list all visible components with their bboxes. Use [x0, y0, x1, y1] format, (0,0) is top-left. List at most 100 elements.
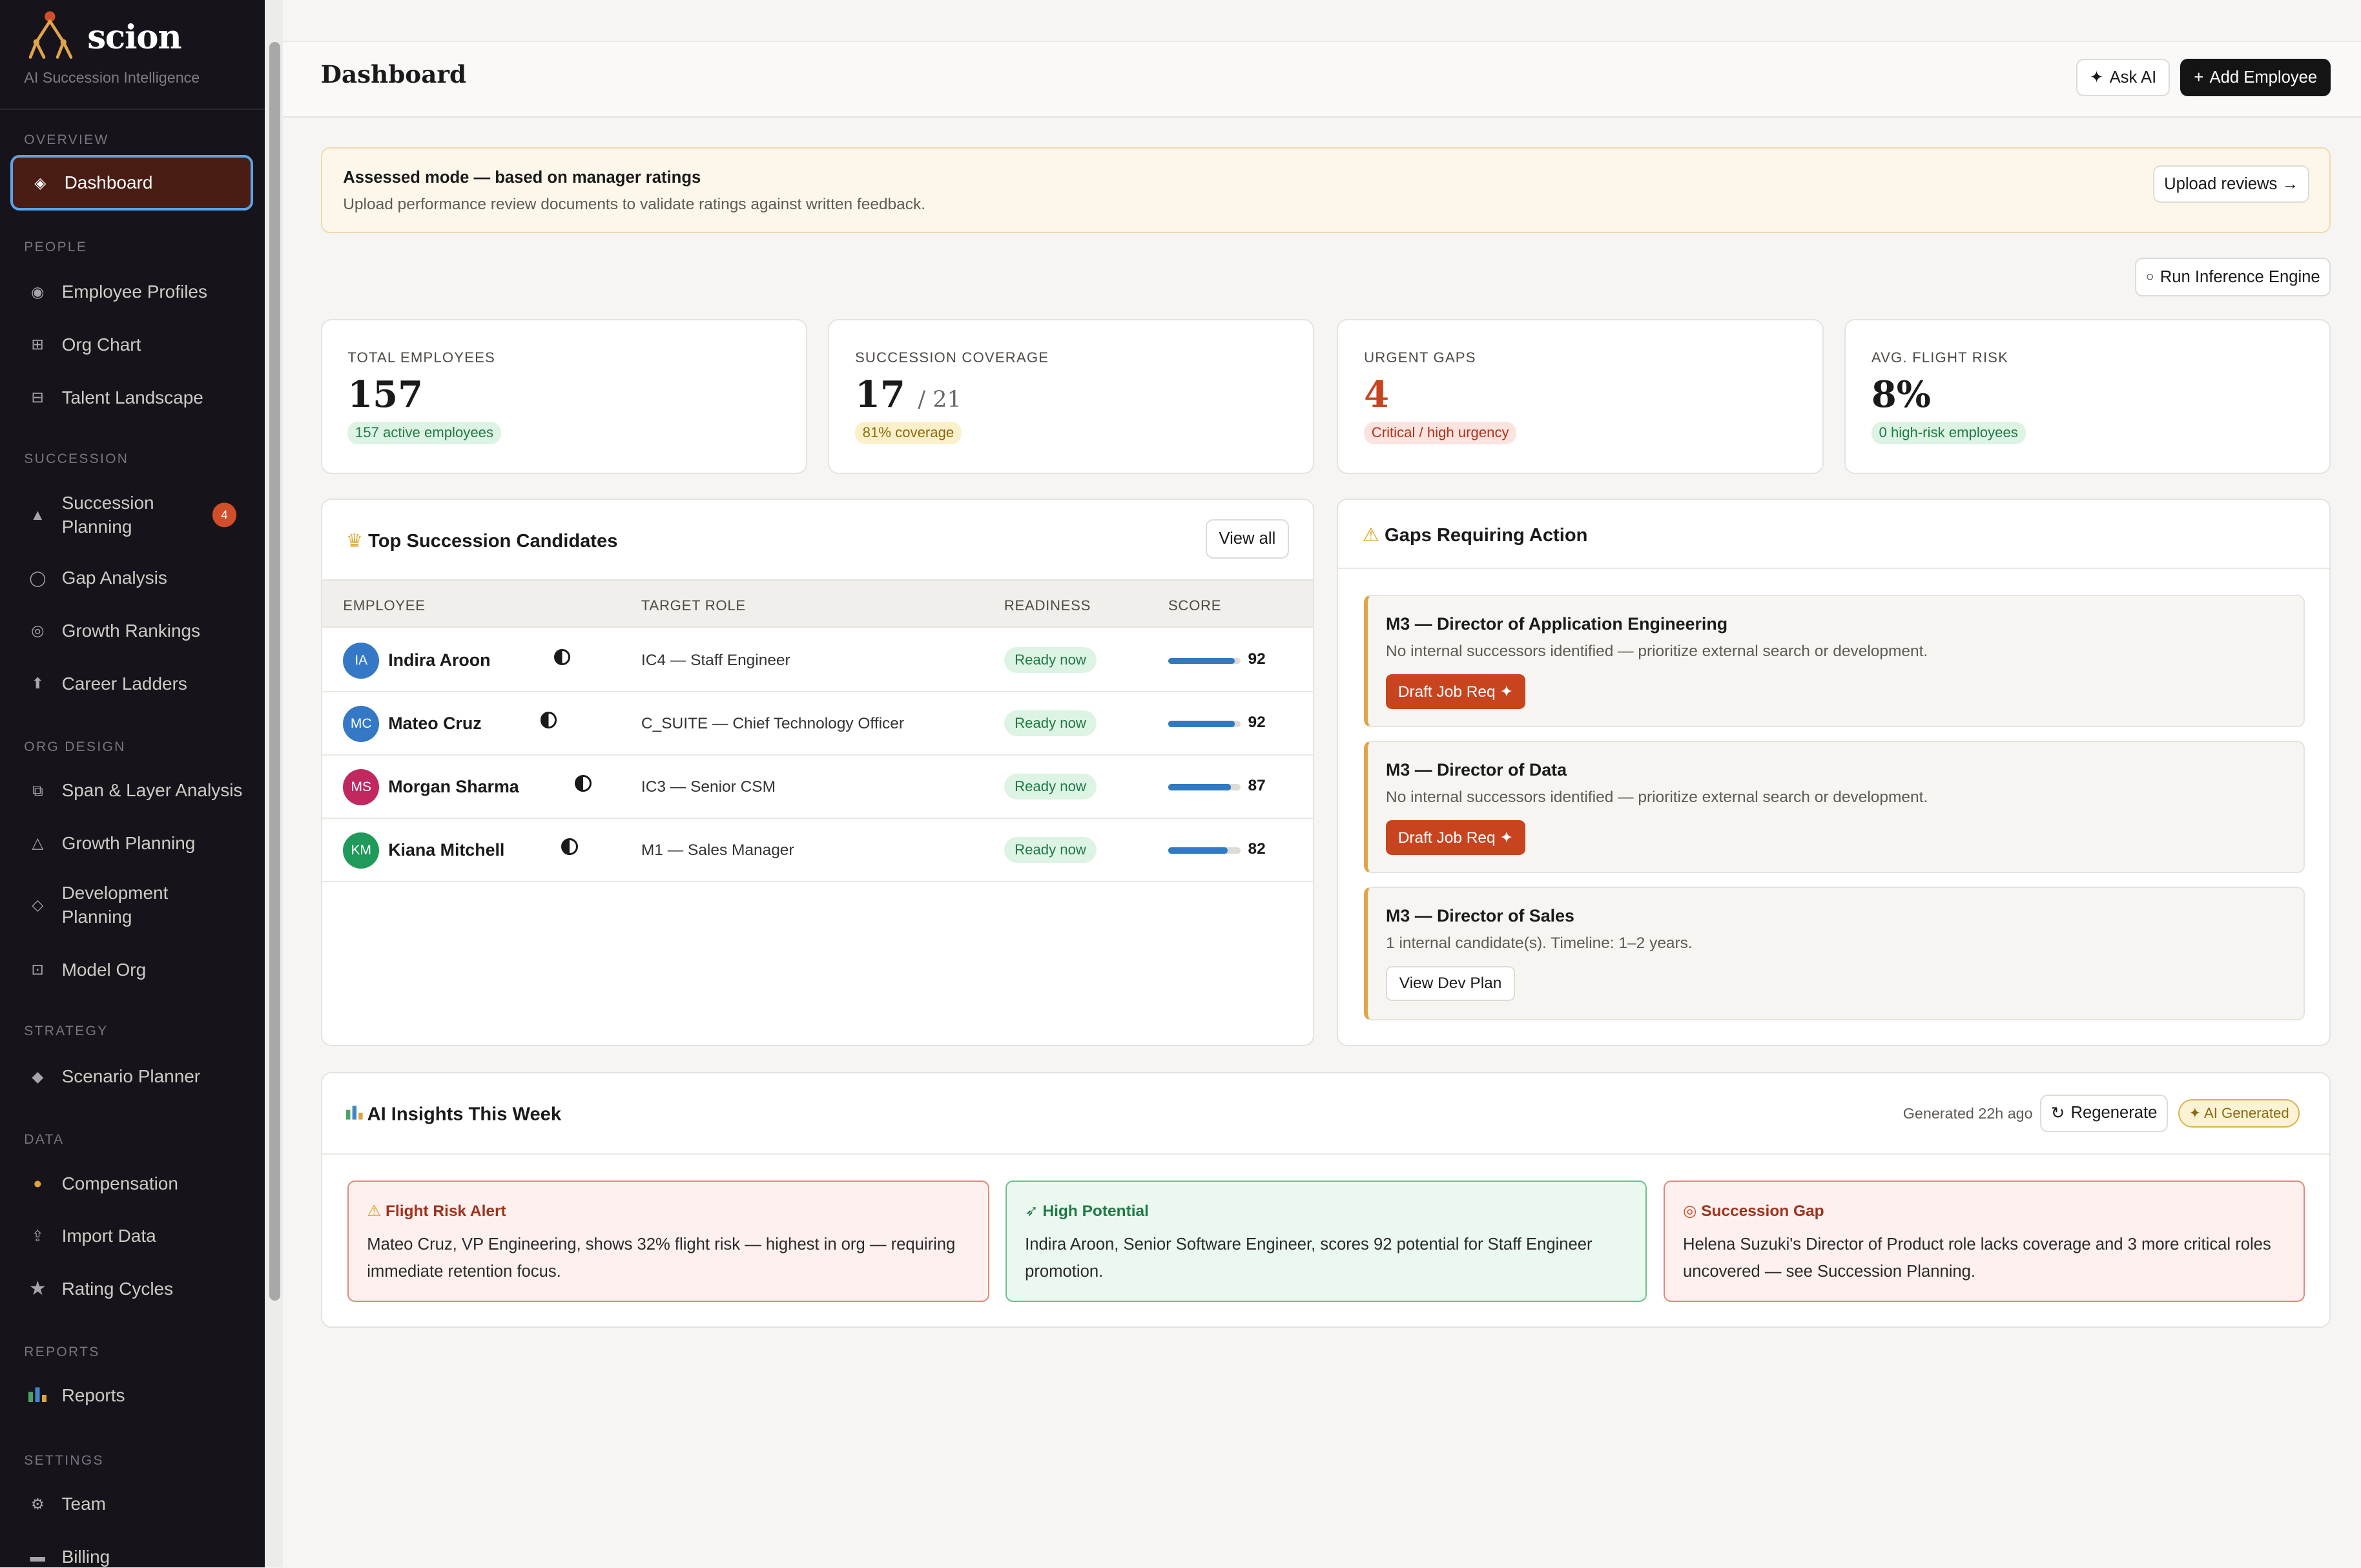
stat-card-urgent-gaps: URGENT GAPS 4 Critical / high urgency: [1337, 319, 1824, 475]
table-row[interactable]: KM Kiana Mitchell M1 — Sales Manager Ready …: [322, 819, 1314, 882]
sidebar-item-career-ladders[interactable]: ⬆ Career Ladders: [10, 670, 253, 697]
gap-description: 1 internal candidate(s). Timeline: 1–2 y…: [1386, 934, 1693, 953]
sidebar-item-talent-landscape[interactable]: ⊟ Talent Landscape: [10, 384, 253, 411]
box-grid-icon: ⊟: [31, 389, 45, 406]
card-title: AI Insights This Week: [345, 1104, 561, 1126]
stat-label: SUCCESSION COVERAGE: [855, 349, 1049, 366]
sidebar-item-growth-planning[interactable]: △ Growth Planning: [10, 830, 253, 857]
readiness-badge: Ready now: [1004, 647, 1097, 674]
employee-name[interactable]: Indira Aroon: [388, 650, 491, 670]
sidebar-item-label: Model Org: [61, 959, 147, 980]
view-dev-plan-button[interactable]: View Dev Plan: [1386, 966, 1516, 1001]
gap-description: No internal successors identified — prio…: [1386, 642, 1928, 660]
employee-name[interactable]: Mateo Cruz: [388, 713, 482, 733]
plus-icon: +: [2194, 68, 2204, 87]
avatar: MS: [343, 769, 380, 806]
sidebar-item-development-planning[interactable]: ◇ Development Planning: [10, 880, 253, 931]
half-circle-icon: [575, 775, 592, 792]
sidebar-item-team[interactable]: ⚙ Team: [10, 1491, 253, 1518]
draft-job-req-button[interactable]: Draft Job Req ✦: [1386, 820, 1525, 855]
sidebar-scrollbar-thumb[interactable]: [269, 42, 280, 1301]
section-overview: OVERVIEW: [24, 132, 109, 148]
stat-value: 8%: [1871, 373, 1931, 416]
score-bar-fill: [1168, 784, 1232, 790]
rocket-icon: ➶: [1025, 1202, 1038, 1220]
upload-icon: ⇪: [31, 1227, 45, 1244]
brand-name: scion: [87, 17, 181, 57]
sidebar-item-model-org[interactable]: ⊡ Model Org: [10, 956, 253, 984]
gap-title: M3 — Director of Data: [1386, 759, 1567, 779]
run-inference-engine-button[interactable]: ○ Run Inference Engine: [2135, 257, 2331, 297]
insight-title-text: High Potential: [1042, 1202, 1149, 1220]
sidebar-item-label: Billing: [61, 1546, 110, 1567]
table-row[interactable]: MC Mateo Cruz C_SUITE — Chief Technology O…: [322, 692, 1314, 756]
money-bag-icon: ●: [33, 1175, 43, 1192]
employee-name[interactable]: Morgan Sharma: [388, 776, 519, 796]
sidebar-item-label: Reports: [61, 1385, 125, 1406]
score-bar: [1168, 847, 1241, 854]
insight-card-flight-risk: ⚠ Flight Risk Alert Mateo Cruz, VP Engin…: [347, 1180, 989, 1303]
card-icon: ▬: [30, 1548, 45, 1565]
up-arrow-icon: ⬆: [31, 675, 45, 692]
card-title-text: Gaps Requiring Action: [1384, 525, 1588, 546]
run-inference-label: Run Inference Engine: [2160, 267, 2320, 286]
page-title: Dashboard: [320, 60, 467, 89]
employee-name[interactable]: Kiana Mitchell: [388, 840, 505, 860]
score-value: 92: [1248, 713, 1266, 731]
divider: [322, 1153, 2329, 1155]
sidebar-item-org-chart[interactable]: ⊞ Org Chart: [10, 331, 253, 358]
sidebar-item-label: Scenario Planner: [61, 1066, 201, 1087]
bar-chart-icon: [345, 1104, 363, 1124]
sidebar-item-billing[interactable]: ▬ Billing: [10, 1543, 253, 1567]
avatar: MC: [343, 706, 380, 743]
logo-icon: [28, 11, 72, 59]
sidebar-item-succession-planning[interactable]: ▲ Succession Planning 4: [10, 490, 253, 541]
add-employee-label: Add Employee: [2209, 68, 2318, 87]
table-row[interactable]: MS Morgan Sharma IC3 — Senior CSM Ready now…: [322, 756, 1314, 820]
sparkle-icon: ✦: [2089, 68, 2104, 87]
regenerate-button[interactable]: ↻ Regenerate: [2039, 1094, 2169, 1133]
card-title: ♛ Top Succession Candidates: [346, 530, 617, 552]
draft-job-req-button[interactable]: Draft Job Req ✦: [1386, 674, 1525, 709]
insight-card-succession-gap: ◎ Succession Gap Helena Suzuki's Directo…: [1664, 1180, 2305, 1303]
sidebar-item-compensation[interactable]: ● Compensation: [10, 1170, 253, 1197]
ask-ai-button[interactable]: ✦ Ask AI: [2076, 58, 2170, 97]
sidebar-item-rating-cycles[interactable]: ★ Rating Cycles: [10, 1275, 253, 1303]
brand: scion AI Succession Intelligence: [0, 0, 265, 110]
score-bar-fill: [1168, 847, 1228, 854]
card-title: ⚠ Gaps Requiring Action: [1363, 524, 1588, 546]
coverage-value: 17: [855, 373, 905, 416]
half-circle-icon: [553, 648, 571, 666]
add-employee-button[interactable]: + Add Employee: [2180, 58, 2331, 97]
sidebar-item-import-data[interactable]: ⇪ Import Data: [10, 1222, 253, 1250]
gap-item: M3 — Director of Application Engineering…: [1364, 594, 2305, 727]
sidebar-item-gap-analysis[interactable]: ◯ Gap Analysis: [10, 564, 253, 592]
card-title-text: Top Succession Candidates: [368, 531, 618, 552]
sidebar-item-span-layer-analysis[interactable]: ⧉ Span & Layer Analysis: [10, 777, 253, 804]
target-icon: ◎: [1683, 1202, 1697, 1220]
sidebar-item-scenario-planner[interactable]: ◆ Scenario Planner: [10, 1063, 253, 1090]
stat-pill: 157 active employees: [347, 421, 501, 444]
star-icon: ★: [28, 1278, 46, 1300]
sidebar-item-label: Span & Layer Analysis: [61, 780, 243, 801]
table-row[interactable]: IA Indira Aroon IC4 — Staff Engineer Ready …: [322, 629, 1314, 693]
gap-title: M3 — Director of Application Engineering: [1386, 614, 1728, 634]
table-header: EMPLOYEE TARGET ROLE READINESS SCORE: [322, 579, 1314, 628]
top-strip: [283, 0, 2361, 43]
insight-title: ➶ High Potential: [1025, 1201, 1149, 1221]
sidebar-item-employee-profiles[interactable]: ◉ Employee Profiles: [10, 278, 253, 305]
notification-badge: 4: [212, 502, 237, 528]
warning-icon: ⚠: [367, 1202, 382, 1220]
sidebar-item-label: Career Ladders: [61, 673, 187, 694]
refresh-icon: ↻: [2050, 1104, 2065, 1122]
sidebar-item-reports[interactable]: Reports: [10, 1382, 253, 1409]
sidebar-item-label: Development Planning: [61, 882, 169, 927]
sidebar-item-label: Talent Landscape: [61, 387, 203, 407]
sidebar-item-growth-rankings[interactable]: ◎ Growth Rankings: [10, 617, 253, 645]
view-all-button[interactable]: View all: [1206, 519, 1289, 559]
upload-reviews-button[interactable]: Upload reviews →: [2152, 165, 2310, 203]
stat-label: TOTAL EMPLOYEES: [347, 349, 495, 366]
sidebar-item-dashboard[interactable]: ◈ Dashboard: [10, 155, 253, 211]
sidebar-item-label: Import Data: [61, 1226, 156, 1246]
stat-card-total-employees: TOTAL EMPLOYEES 157 157 active employees: [320, 319, 807, 475]
